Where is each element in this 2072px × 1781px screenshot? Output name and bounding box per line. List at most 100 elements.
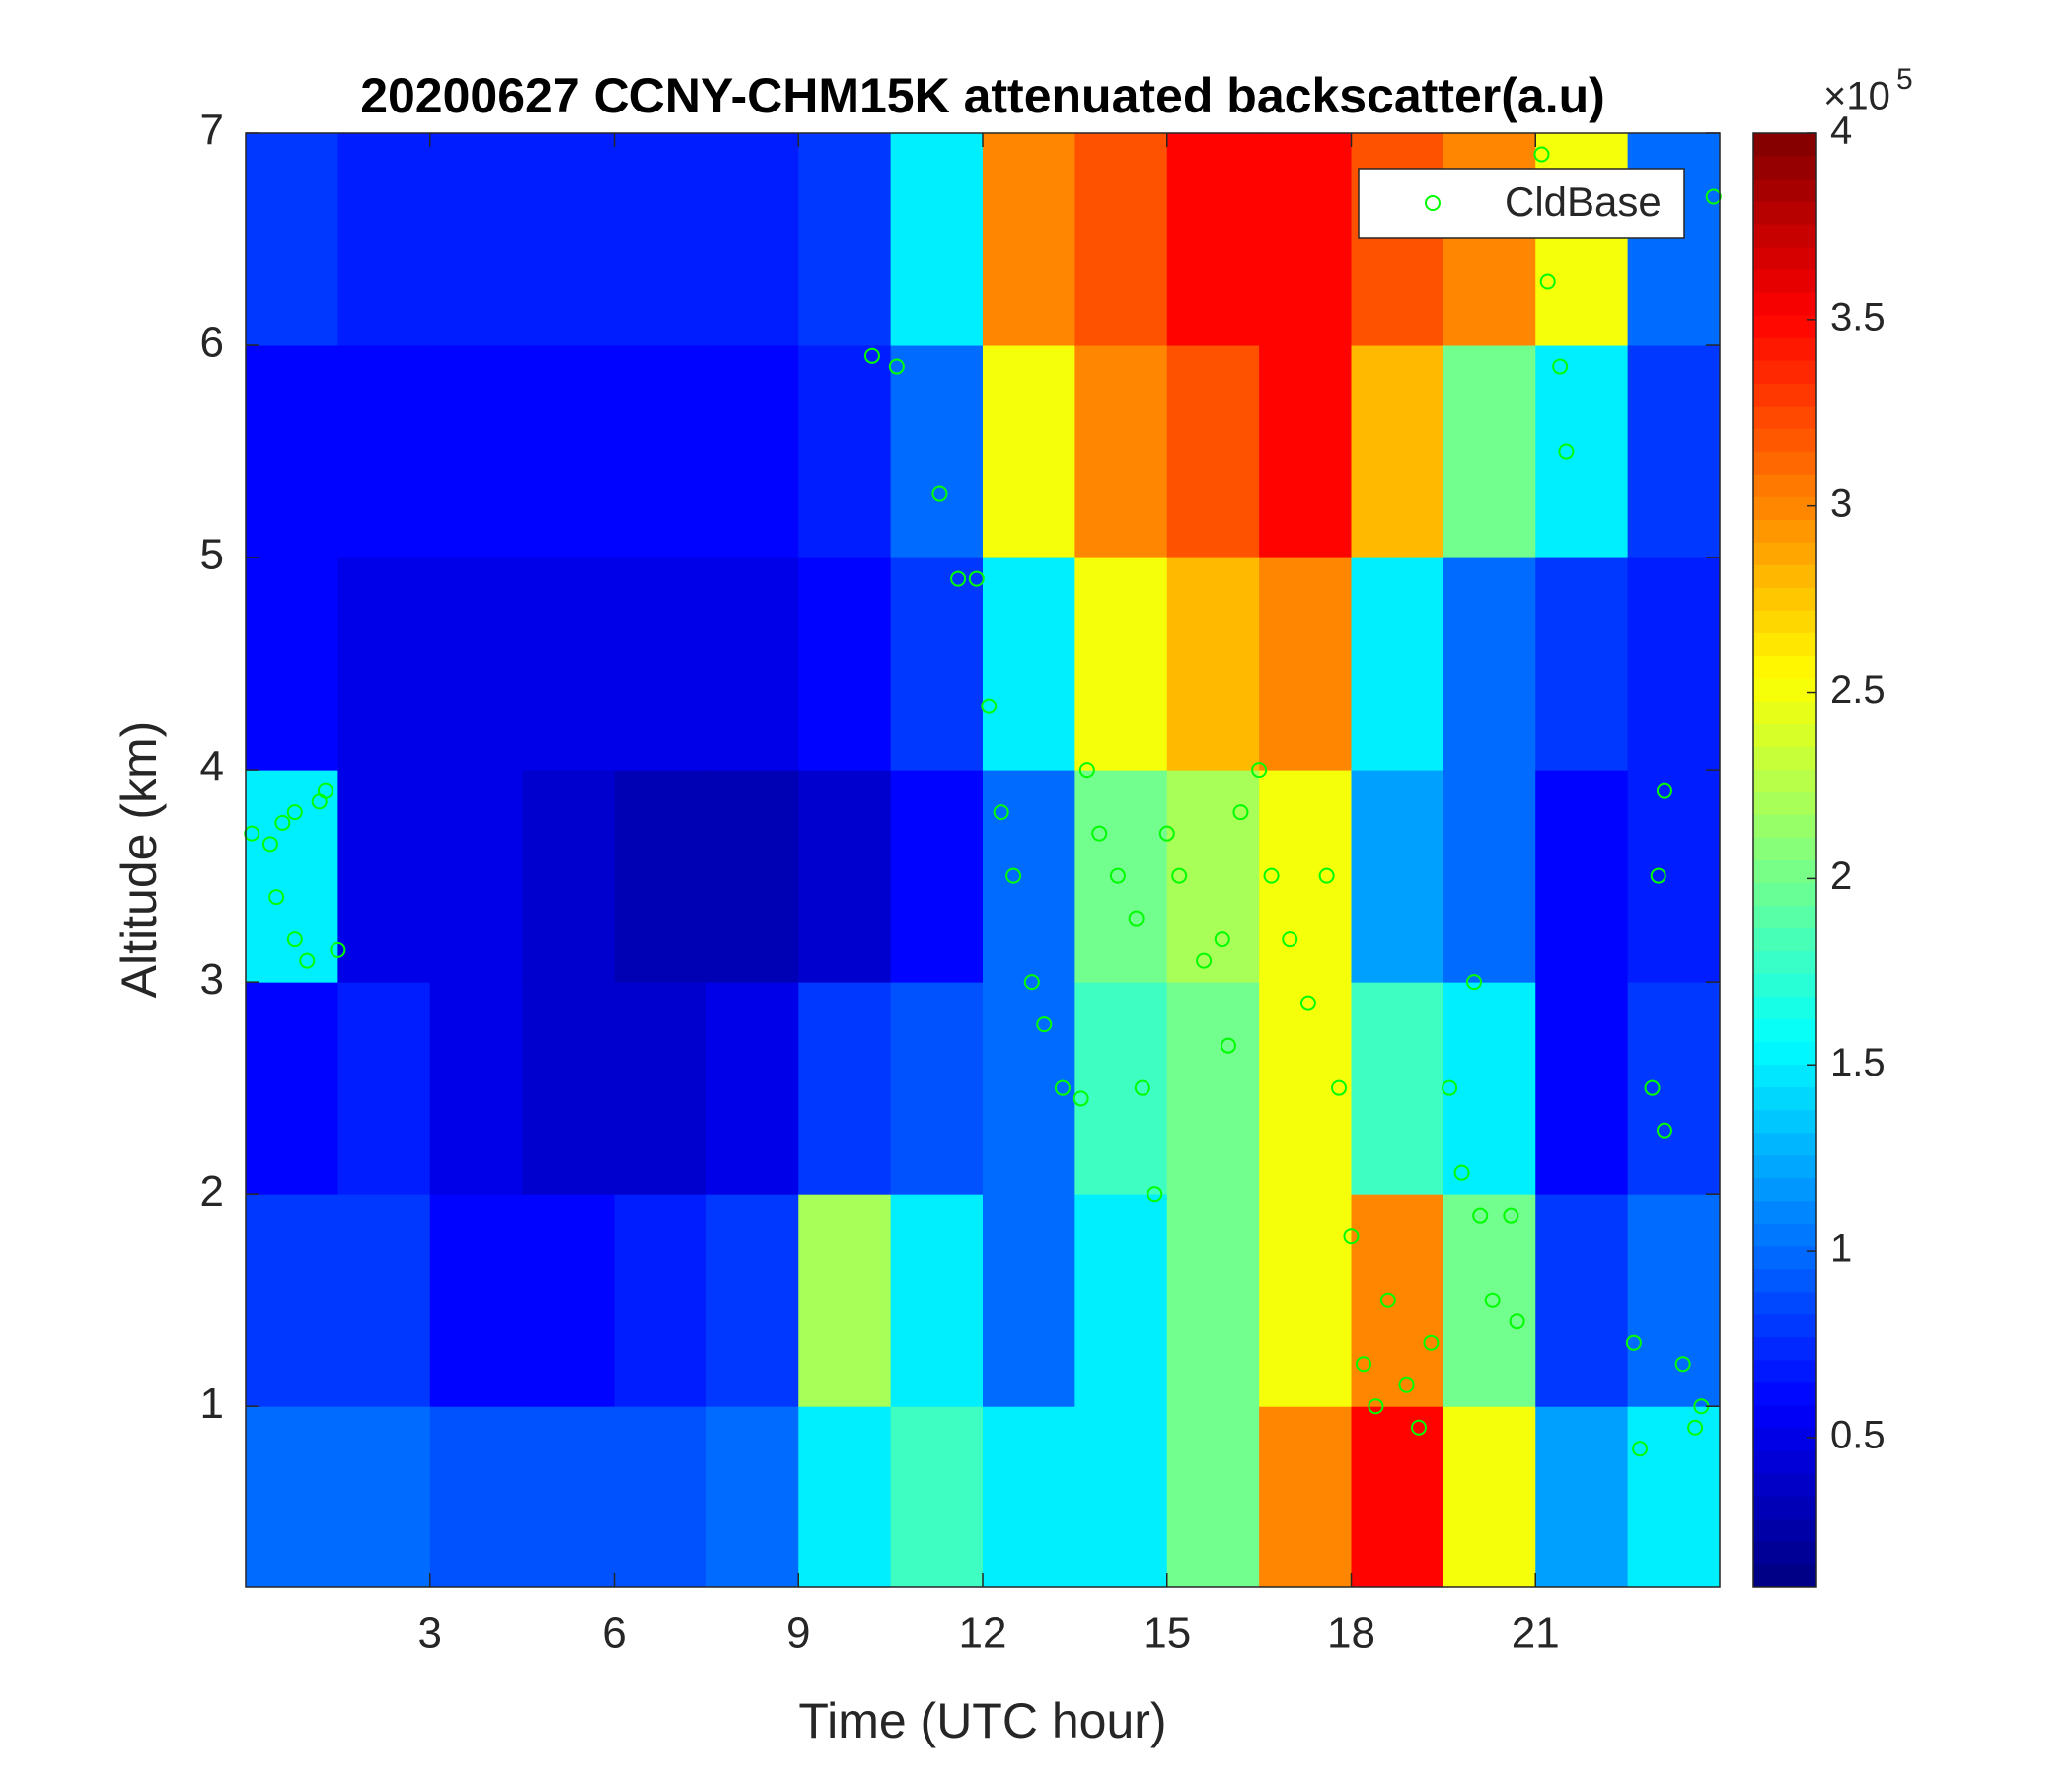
cloud-base-point <box>1533 146 1550 163</box>
colorbar-step <box>1753 791 1816 815</box>
heatmap-cell <box>614 770 707 983</box>
heatmap-cell <box>522 557 615 771</box>
colorbar-step <box>1753 1064 1816 1088</box>
heatmap-cell <box>1535 1406 1629 1588</box>
heatmap-cell <box>1443 557 1536 771</box>
colorbar-step <box>1753 1200 1816 1224</box>
colorbar-step <box>1753 1018 1816 1043</box>
cloud-base-point <box>1128 910 1145 927</box>
cloud-base-point <box>244 825 260 842</box>
y-tick-label: 2 <box>200 1167 224 1216</box>
colorbar-step <box>1753 1245 1816 1270</box>
colorbar-step <box>1753 746 1816 770</box>
heatmap-cell <box>429 1194 523 1407</box>
colorbar-step <box>1753 1313 1816 1338</box>
heatmap-cell <box>337 1406 431 1588</box>
x-tick-label: 21 <box>1512 1609 1560 1658</box>
cloud-base-point <box>1343 1228 1360 1245</box>
colorbar-step <box>1753 179 1816 202</box>
colorbar-step <box>1753 1223 1816 1247</box>
heatmap-cell <box>246 557 338 771</box>
heatmap-cell <box>1351 1406 1444 1588</box>
heatmap-cell <box>705 345 799 558</box>
cloud-base-point <box>274 814 291 831</box>
heatmap-cell <box>1535 982 1629 1195</box>
cloud-base-point <box>1299 995 1316 1011</box>
heatmap-cell <box>1259 982 1352 1195</box>
heatmap-cell <box>1535 133 1629 346</box>
heatmap-cell <box>429 1406 523 1588</box>
heatmap-cell <box>705 982 799 1195</box>
y-tick-label: 4 <box>200 743 224 791</box>
heatmap-cell <box>890 982 984 1195</box>
heatmap-cell <box>983 1194 1075 1407</box>
colorbar-step <box>1753 610 1816 633</box>
x-tick-label: 15 <box>1143 1609 1191 1658</box>
cloud-base-point <box>1263 867 1280 884</box>
x-tick-label: 3 <box>418 1609 442 1658</box>
heatmap-cell <box>705 557 799 771</box>
heatmap-cell <box>798 770 892 983</box>
heatmap-cell <box>1627 557 1721 771</box>
cloud-base-point <box>1552 358 1569 375</box>
cloud-base-point <box>1644 1079 1661 1096</box>
colorbar-tick-label: 0.5 <box>1830 1413 1886 1456</box>
cloud-base-point <box>1282 931 1298 948</box>
heatmap-cell <box>614 982 707 1195</box>
heatmap-cell <box>614 133 707 346</box>
heatmap-cell <box>522 345 615 558</box>
heatmap-cell <box>1074 770 1168 983</box>
cloud-base-point <box>1656 782 1672 799</box>
cloud-base-point <box>1509 1313 1525 1330</box>
colorbar-step <box>1753 973 1816 998</box>
heatmap-cell <box>983 133 1075 346</box>
heatmap-cell <box>798 1406 892 1588</box>
cloud-base-point <box>1214 931 1230 948</box>
colorbar-step <box>1753 474 1816 497</box>
cloud-base-point <box>1232 804 1249 821</box>
heatmap-cell <box>1627 345 1721 558</box>
colorbar-tick-label: 1 <box>1830 1227 1852 1271</box>
heatmap-cell <box>705 133 799 346</box>
colorbar-step <box>1753 1154 1816 1179</box>
colorbar-step <box>1753 1381 1816 1406</box>
cloud-base-point <box>1442 1079 1458 1096</box>
heatmap-cell <box>798 133 892 346</box>
heatmap-cell <box>1443 1406 1536 1588</box>
heatmap-cell <box>798 345 892 558</box>
colorbar-tick-label: 2.5 <box>1830 668 1886 711</box>
heatmap-cell <box>429 770 523 983</box>
heatmap-cell <box>1627 770 1721 983</box>
heatmap-cell <box>246 770 338 983</box>
heatmap-cell <box>1166 1194 1260 1407</box>
heatmap-cell <box>614 1406 707 1588</box>
heatmap-cell <box>890 1194 984 1407</box>
colorbar-step <box>1753 564 1816 588</box>
heatmap-cell <box>246 1194 338 1407</box>
colorbar-step <box>1753 133 1816 157</box>
heatmap-cell <box>1443 133 1536 346</box>
heatmap-cell <box>614 345 707 558</box>
colorbar-step <box>1753 1449 1816 1474</box>
heatmap-cell <box>890 770 984 983</box>
heatmap-cell <box>1443 770 1536 983</box>
heatmap-cell <box>429 982 523 1195</box>
cloud-base-point <box>968 570 985 587</box>
y-tick-label: 3 <box>200 955 224 1003</box>
chart-title: 20200627 CCNY-CHM15K attenuated backscat… <box>360 68 1605 123</box>
colorbar-step <box>1753 1518 1816 1542</box>
cloud-base-point <box>1147 1186 1163 1203</box>
heatmap-cell <box>1074 345 1168 558</box>
heatmap-cell <box>1351 982 1444 1195</box>
colorbar-step <box>1753 587 1816 611</box>
colorbar-step <box>1753 1086 1816 1111</box>
heatmap-cell <box>337 133 431 346</box>
heatmap-cell <box>705 1194 799 1407</box>
cloud-base-point <box>863 347 880 364</box>
cloud-base-point <box>1453 1164 1470 1181</box>
x-tick-label: 9 <box>786 1609 810 1658</box>
cloud-base-point <box>1109 867 1126 884</box>
cloud-base-point <box>1423 1334 1440 1351</box>
heatmap-cell <box>246 982 338 1195</box>
